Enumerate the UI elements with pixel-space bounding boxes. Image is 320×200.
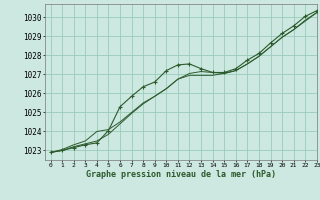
X-axis label: Graphe pression niveau de la mer (hPa): Graphe pression niveau de la mer (hPa)	[86, 170, 276, 179]
